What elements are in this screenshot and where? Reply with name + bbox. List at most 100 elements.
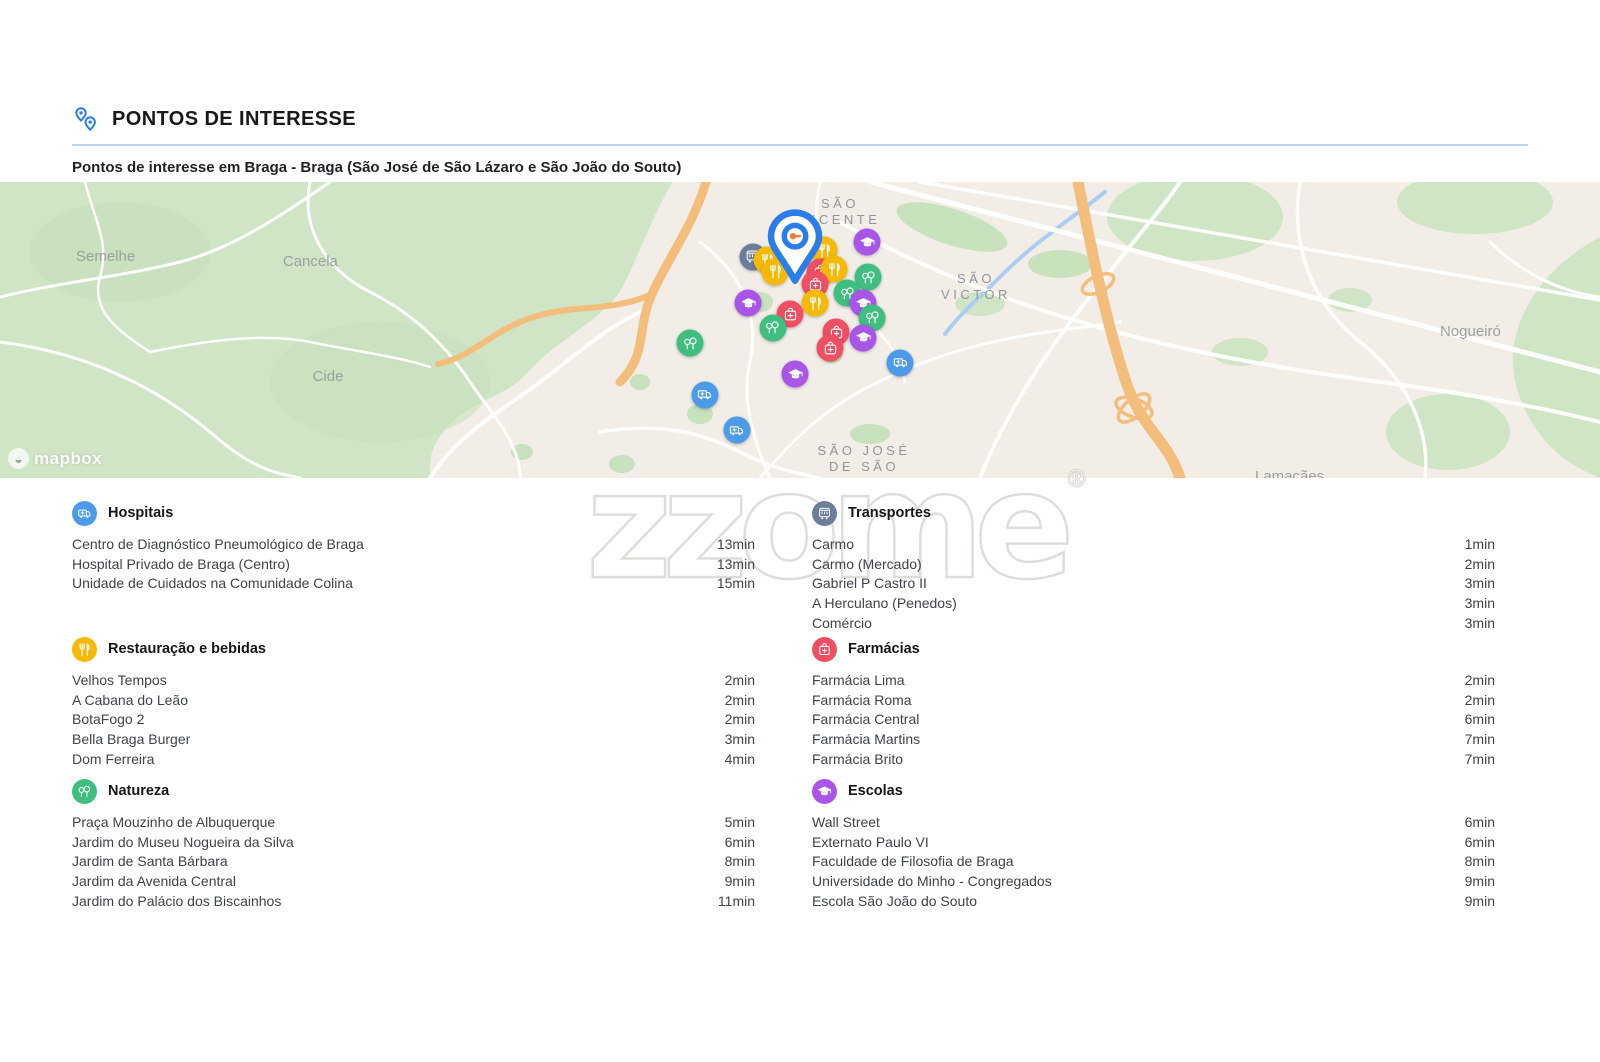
map-place-label: SÃO VICENTE (799, 195, 881, 227)
poi-row: Velhos Tempos 2min (72, 670, 755, 690)
mapbox-attribution[interactable]: ◒ mapbox (8, 448, 102, 469)
escolas-marker[interactable] (849, 324, 877, 352)
hospitais-marker[interactable] (886, 349, 914, 377)
poi-section-natureza: Natureza Praça Mouzinho de Albuquerque 5mi… (72, 778, 755, 910)
poi-time: 9min (724, 872, 755, 889)
natureza-marker[interactable] (759, 314, 787, 342)
poi-section-header: Farmácias (812, 636, 1495, 662)
poi-rows: Velhos Tempos 2min A Cabana do Leão 2min Bot… (72, 670, 755, 768)
natureza-marker[interactable] (676, 329, 704, 357)
poi-time: 7min (1464, 750, 1495, 767)
map-place-label: Semelhe (75, 247, 136, 265)
poi-row: Bella Braga Burger 3min (72, 729, 755, 749)
poi-time: 13min (716, 555, 755, 572)
escolas-marker[interactable] (781, 360, 809, 388)
poi-name: Comércio (812, 614, 872, 631)
poi-column-right: Transportes Carmo 1min Carmo (Mercado) 2min G… (812, 478, 1495, 958)
poi-category-label: Restauração e bebidas (108, 641, 266, 657)
poi-name: A Cabana do Leão (72, 691, 188, 708)
mapbox-logo-icon: ◒ (8, 448, 29, 469)
poi-time: 8min (1464, 853, 1495, 870)
fork-knife-icon (807, 295, 823, 311)
poi-time: 9min (1464, 892, 1495, 909)
property-pin-icon (764, 208, 826, 284)
poi-name: Farmácia Roma (812, 691, 912, 708)
poi-lists: Hospitais Centro de Diagnóstico Pneumológ… (0, 478, 1600, 958)
poi-time: 8min (724, 853, 755, 870)
poi-section-hospitais: Hospitais Centro de Diagnóstico Pneumológ… (72, 500, 755, 593)
poi-row: Farmácia Brito 7min (812, 749, 1495, 769)
ambulance-icon (72, 500, 97, 526)
poi-row: Jardim da Avenida Central 9min (72, 871, 755, 891)
poi-time: 15min (716, 575, 755, 592)
poi-section-header: Natureza (72, 778, 755, 804)
poi-time: 3min (724, 730, 755, 747)
ambulance-icon (729, 422, 745, 438)
poi-section-transportes: Transportes Carmo 1min Carmo (Mercado) 2min G… (812, 500, 1495, 632)
poi-section-header: Escolas (812, 778, 1495, 804)
trees-icon (839, 285, 855, 301)
poi-time: 11min (717, 892, 755, 909)
poi-row: Universidade do Minho - Congregados 9min (812, 871, 1495, 891)
poi-time: 5min (724, 813, 755, 830)
escolas-marker[interactable] (853, 228, 881, 256)
poi-section-farmacias: Farmácias Farmácia Lima 2min Farmácia Roma 2… (812, 636, 1495, 768)
poi-row: Faculdade de Filosofia de Braga 8min (812, 851, 1495, 871)
medical-bag-icon (807, 276, 823, 292)
trees-icon (864, 310, 880, 326)
trees-icon (860, 269, 876, 285)
poi-name: Bella Braga Burger (72, 730, 191, 747)
fork-knife-icon (826, 261, 842, 277)
poi-row: Jardim do Museu Nogueira da Silva 6min (72, 832, 755, 852)
restauracao-marker[interactable] (801, 289, 829, 317)
poi-row: Praça Mouzinho de Albuquerque 5min (72, 812, 755, 832)
poi-section-header: Transportes (812, 500, 1495, 526)
trees-icon (682, 335, 698, 351)
poi-row: Wall Street 6min (812, 812, 1495, 832)
natureza-marker[interactable] (854, 263, 882, 291)
map-place-label: SÃO JOSÉ DE SÃO (817, 442, 911, 474)
poi-name: Praça Mouzinho de Albuquerque (72, 813, 276, 830)
poi-name: Externato Paulo VI (812, 833, 929, 850)
poi-row: Carmo 1min (812, 534, 1495, 554)
poi-name: Farmácia Lima (812, 671, 905, 688)
poi-name: Unidade de Cuidados na Comunidade Colina (72, 575, 353, 592)
ambulance-icon (892, 355, 908, 371)
poi-name: Hospital Privado de Braga (Centro) (72, 555, 290, 572)
escolas-marker[interactable] (734, 289, 762, 317)
poi-row: Jardim de Santa Bárbara 8min (72, 851, 755, 871)
page-subtitle: Pontos de interesse em Braga - Braga (Sã… (72, 159, 682, 176)
poi-time: 13min (716, 535, 755, 552)
poi-row: A Cabana do Leão 2min (72, 690, 755, 710)
hospitais-marker[interactable] (691, 381, 719, 409)
poi-row: Comércio 3min (812, 613, 1495, 633)
poi-time: 2min (724, 711, 755, 728)
poi-category-label: Natureza (108, 783, 170, 799)
poi-time: 3min (1464, 575, 1495, 592)
ambulance-icon (697, 387, 713, 403)
poi-name: Carmo (Mercado) (812, 555, 922, 572)
farmacias-marker[interactable] (816, 334, 844, 362)
poi-time: 3min (1464, 594, 1495, 611)
poi-time: 7min (1464, 730, 1495, 747)
poi-time: 6min (1464, 833, 1495, 850)
poi-rows: Carmo 1min Carmo (Mercado) 2min Gabriel P Ca… (812, 534, 1495, 632)
poi-name: Wall Street (812, 813, 880, 830)
medical-bag-icon (812, 636, 837, 662)
poi-rows: Farmácia Lima 2min Farmácia Roma 2min Farmác… (812, 670, 1495, 768)
poi-row: Unidade de Cuidados na Comunidade Colina… (72, 573, 755, 593)
poi-name: BotaFogo 2 (72, 711, 145, 728)
medical-bag-icon (782, 306, 798, 322)
map[interactable]: ◒ mapbox Semelhe Cancela Cide SÃO VICENTE SÃO… (0, 182, 1600, 478)
poi-name: Farmácia Central (812, 711, 920, 728)
poi-row: Carmo (Mercado) 2min (812, 554, 1495, 574)
poi-row: Jardim do Palácio dos Biscainhos 11min (72, 891, 755, 911)
poi-rows: Centro de Diagnóstico Pneumológico de Br… (72, 534, 755, 593)
poi-row: Farmácia Central 6min (812, 709, 1495, 729)
hospitais-marker[interactable] (723, 416, 751, 444)
poi-rows: Wall Street 6min Externato Paulo VI 6min Fac… (812, 812, 1495, 910)
trees-icon (72, 778, 97, 804)
mapbox-logo-text: mapbox (34, 448, 103, 468)
poi-name: Jardim do Palácio dos Biscainhos (72, 892, 282, 909)
poi-row: Externato Paulo VI 6min (812, 832, 1495, 852)
